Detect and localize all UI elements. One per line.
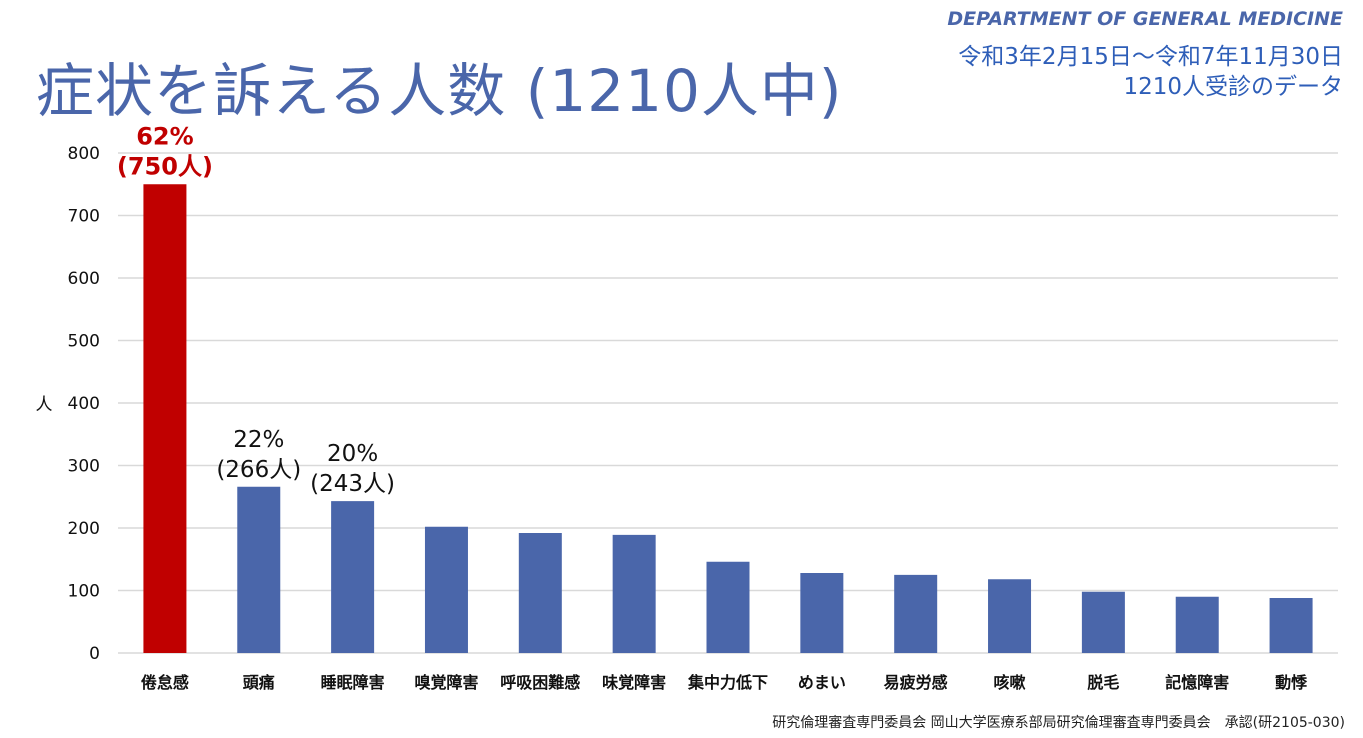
x-tick-label: 脱毛 [1087,673,1119,692]
bar [988,579,1032,653]
data-label: 62% [136,122,193,150]
y-tick-label: 800 [68,144,100,164]
x-tick-label: 嗅覚障害 [414,673,478,692]
bar [706,561,750,653]
period-subtitle: 1210人受診のデータ [1123,74,1343,100]
data-label: (266人) [216,457,301,483]
period-dates: 令和3年2月15日～令和7年11月30日 [958,44,1343,70]
bar [612,534,656,653]
y-tick-label: 600 [68,269,100,289]
bar [424,526,468,653]
y-tick-label: 400 [68,394,100,414]
y-tick-label: 100 [68,582,100,602]
x-tick-label: めまい [798,673,846,692]
data-label: 20% [327,441,378,467]
data-label: 22% [233,427,284,453]
x-tick-label: 易疲労感 [884,673,948,692]
bar [518,533,562,653]
y-tick-label: 0 [89,644,100,664]
x-tick-label: 呼吸困難感 [500,673,580,692]
x-tick-label: 倦怠感 [141,673,189,692]
bar [1175,596,1219,653]
x-tick-label: 味覚障害 [602,673,666,692]
data-label: (243人) [310,471,395,497]
department-label: DEPARTMENT OF GENERAL MEDICINE [947,8,1343,30]
period-info: 令和3年2月15日～令和7年11月30日 1210人受診のデータ [958,42,1343,102]
bar [1081,591,1125,653]
x-tick-label: 集中力低下 [687,673,768,692]
y-tick-label: 200 [68,519,100,539]
bar [331,501,375,653]
bar [894,574,938,653]
bar [1269,598,1313,653]
bar [143,184,187,653]
y-tick-label: 700 [68,207,100,227]
y-tick-label: 300 [68,457,100,477]
x-tick-label: 記憶障害 [1165,673,1229,692]
bar [800,573,844,653]
y-axis-label: 人 [36,395,53,415]
x-tick-label: 動悸 [1275,673,1308,692]
x-tick-label: 頭痛 [243,673,275,692]
footer-approval: 研究倫理審査専門委員会 岡山大学医療系部局研究倫理審査専門委員会 承認(研210… [772,715,1345,731]
bar [237,486,281,653]
y-tick-label: 500 [68,332,100,352]
data-label: (750人) [117,152,213,180]
x-tick-label: 咳嗽 [994,673,1026,692]
x-tick-label: 睡眠障害 [321,673,385,692]
page-title: 症状を訴える人数 (1210人中) [36,57,843,125]
